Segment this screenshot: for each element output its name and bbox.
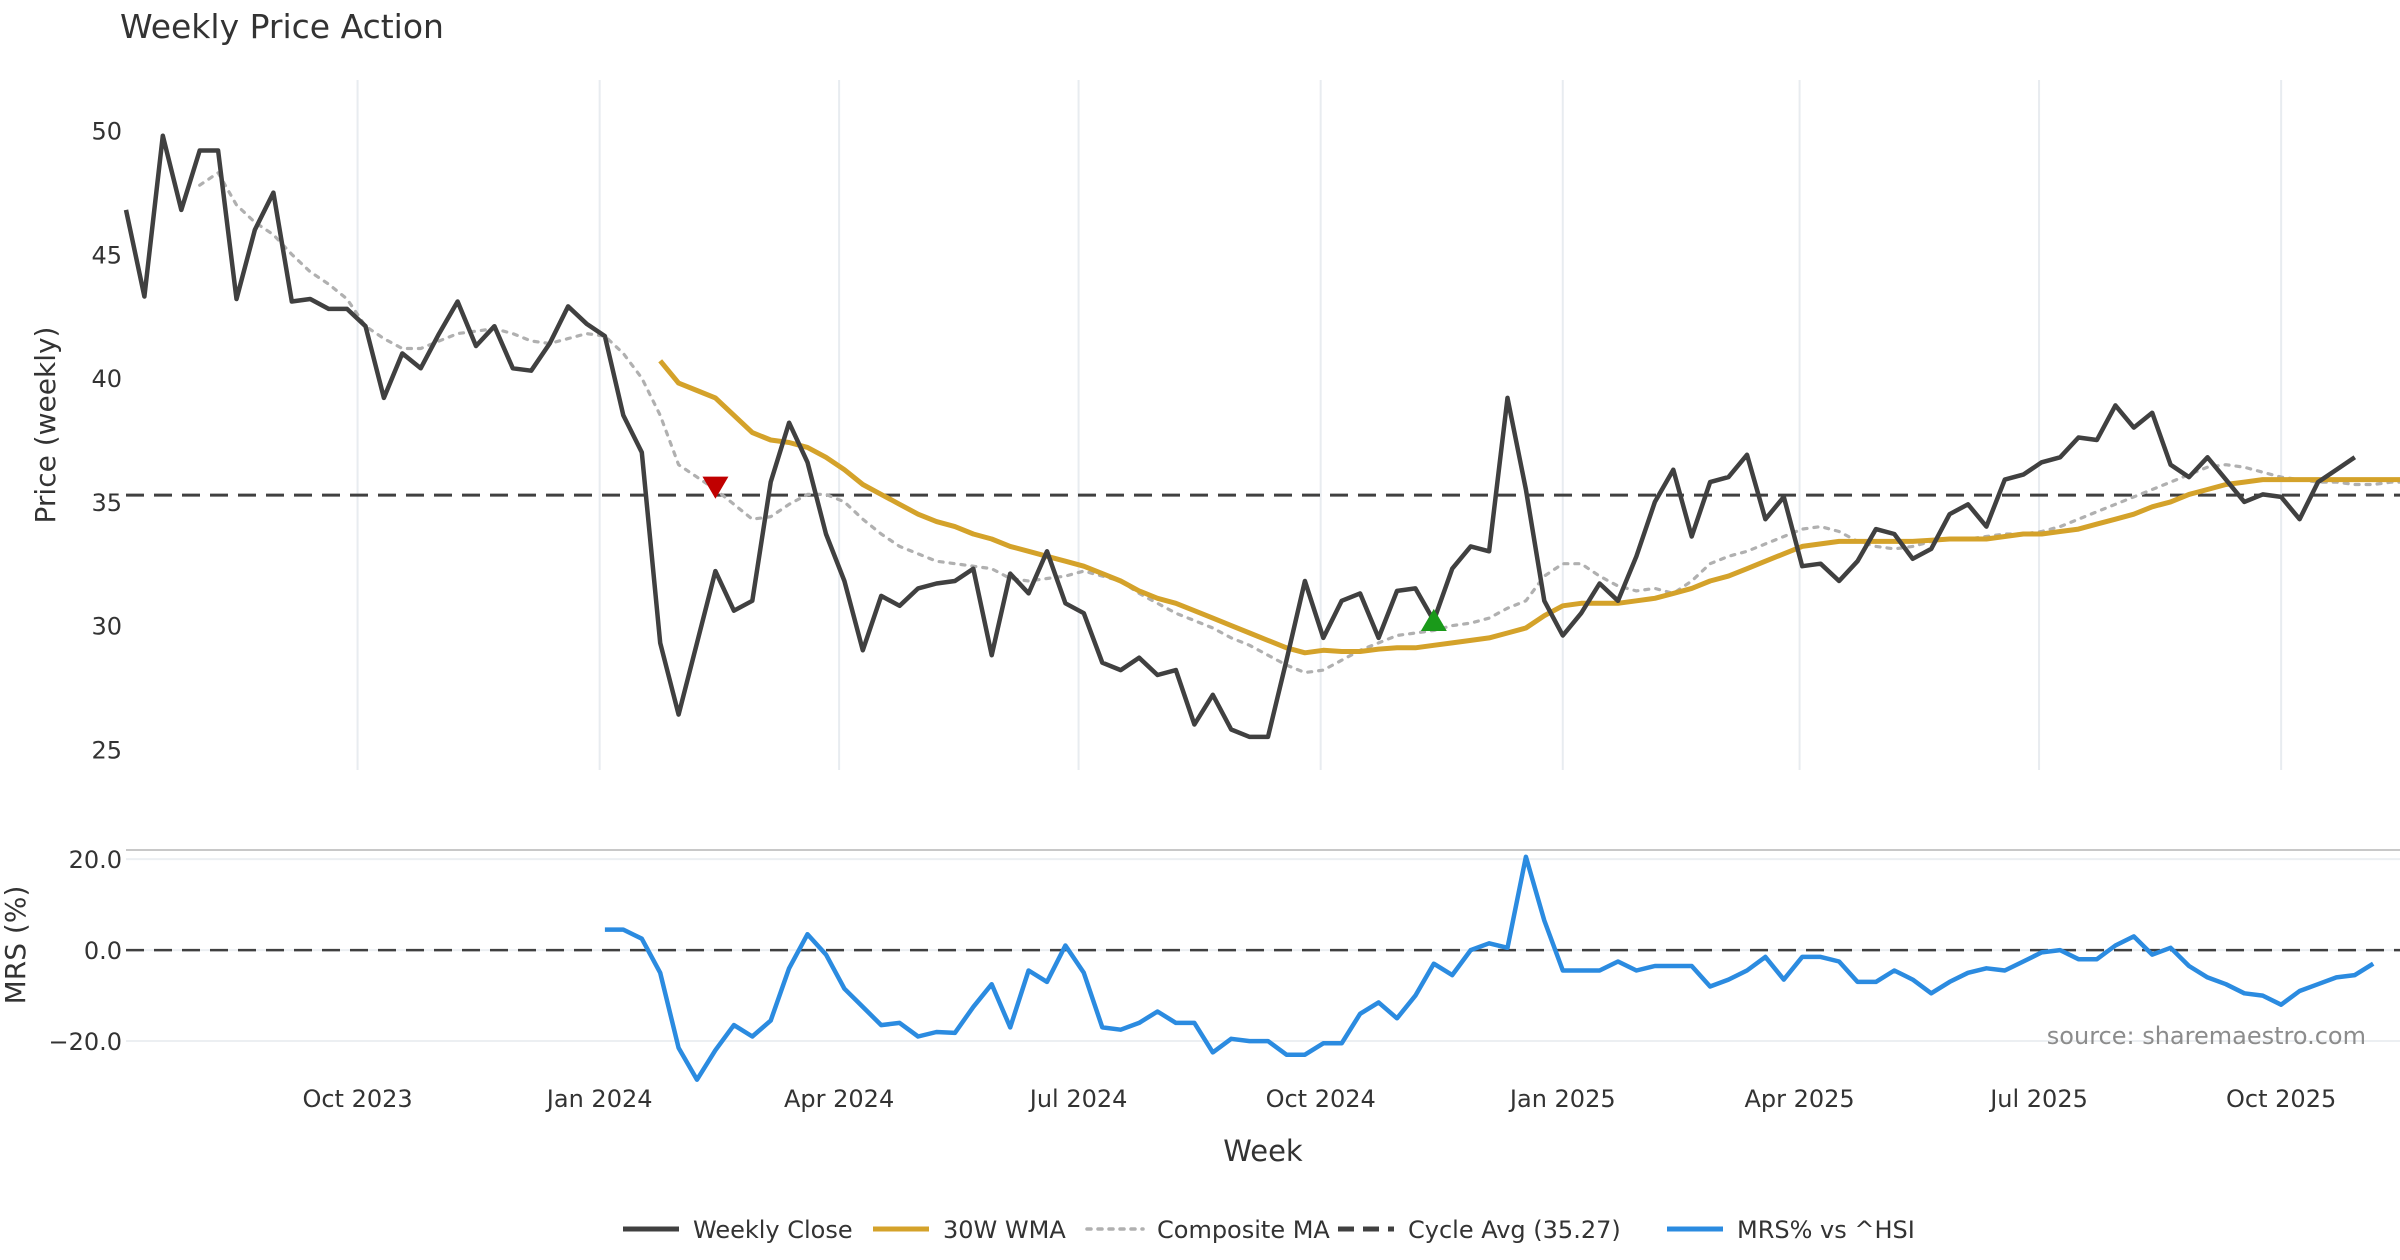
mrs-y-tick-label: −20.0 <box>48 1028 122 1056</box>
mrs-series-layer <box>604 854 2375 1082</box>
price-y-tick-label: 25 <box>91 736 122 764</box>
mrs-y-tick-label: 0.0 <box>84 937 122 965</box>
x-tick-label: Apr 2025 <box>1744 1085 1854 1113</box>
legend-label: Cycle Avg (35.27) <box>1408 1216 1621 1244</box>
legend-item-weekly-close: Weekly Close <box>623 1216 853 1244</box>
legend-item-composite-ma: Composite MA <box>1085 1216 1330 1244</box>
legend-item-mrs-vs-hsi: MRS% vs ^HSI <box>1667 1216 1915 1244</box>
series-30w-wma <box>658 359 2400 656</box>
x-axis-label: Week <box>1223 1134 1303 1168</box>
legend: Weekly Close 30W WMA Composite MA Cycle Avg… <box>623 1216 1915 1244</box>
signal-markers <box>702 476 1447 632</box>
price-y-tick-label: 30 <box>91 613 122 641</box>
price-y-tick-label: 50 <box>91 118 122 146</box>
x-tick-label: Apr 2024 <box>784 1085 894 1113</box>
x-tick-label: Oct 2025 <box>2226 1085 2336 1113</box>
legend-label: 30W WMA <box>943 1216 1066 1244</box>
price-series-layer <box>123 133 2400 740</box>
price-y-tick-label: 45 <box>91 241 122 269</box>
price-y-ticks: 25 30 35 40 45 50 <box>91 118 122 765</box>
mrs-panel: 20.0 0.0 −20.0 MRS (%) source: sharemaestr… <box>0 846 2400 1082</box>
source-annotation: source: sharemaestro.com <box>2047 1022 2366 1050</box>
price-y-axis-label: Price (weekly) <box>29 327 62 524</box>
legend-item-30w-wma: 30W WMA <box>873 1216 1066 1244</box>
chart-title: Weekly Price Action <box>120 7 444 46</box>
x-tick-label: Oct 2023 <box>302 1085 412 1113</box>
series-weekly-close <box>123 133 2357 740</box>
sell-signal-marker <box>702 476 729 499</box>
x-tick-label: Jul 2024 <box>1028 1085 1128 1113</box>
series-mrs-vs-hsi <box>604 854 2375 1082</box>
x-tick-label: Jul 2025 <box>1988 1085 2088 1113</box>
mrs-y-axis-label: MRS (%) <box>0 886 32 1005</box>
legend-label: MRS% vs ^HSI <box>1737 1216 1915 1244</box>
mrs-y-ticks: 20.0 0.0 −20.0 <box>48 846 122 1056</box>
buy-signal-marker <box>1420 608 1447 632</box>
x-tick-label: Jan 2025 <box>1508 1085 1616 1113</box>
mrs-y-tick-label: 20.0 <box>69 846 122 874</box>
x-tick-label: Oct 2024 <box>1266 1085 1376 1113</box>
price-grid <box>356 80 2283 770</box>
price-panel: 25 30 35 40 45 50 Price (weekly) <box>29 80 2400 770</box>
price-y-tick-label: 40 <box>91 365 122 393</box>
price-y-tick-label: 35 <box>91 489 122 517</box>
legend-item-cycle-avg-35-27: Cycle Avg (35.27) <box>1338 1216 1621 1244</box>
x-tick-label: Jan 2024 <box>545 1085 653 1113</box>
legend-label: Weekly Close <box>693 1216 853 1244</box>
legend-label: Composite MA <box>1157 1216 1330 1244</box>
x-axis-ticks: Oct 2023 Jan 2024 Apr 2024 Jul 2024 Oct 2024… <box>302 1085 2336 1113</box>
